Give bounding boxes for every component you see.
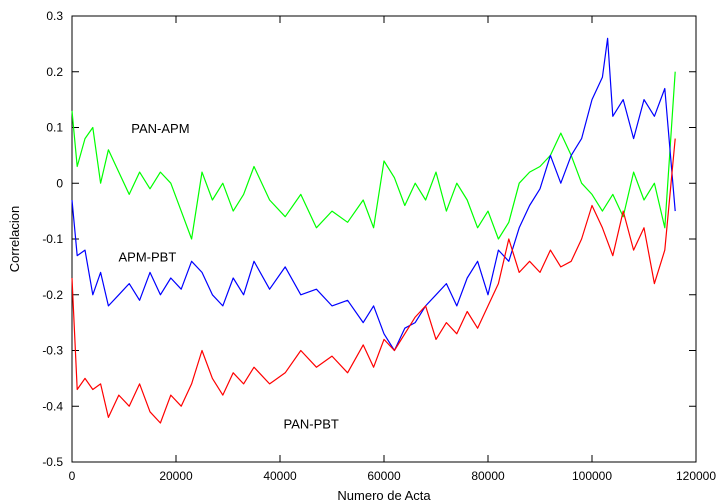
series-label: PAN-PBT (284, 417, 339, 432)
x-tick-label: 100000 (572, 469, 612, 483)
x-axis-label: Numero de Acta (337, 488, 431, 503)
y-tick-label: -0.4 (42, 399, 63, 413)
x-tick-label: 60000 (367, 469, 401, 483)
series-line-pan-pbt (71, 138, 676, 424)
x-tick-label: 40000 (263, 469, 297, 483)
y-tick-label: -0.2 (42, 288, 63, 302)
y-tick-label: 0.3 (46, 9, 63, 23)
y-tick-label: -0.3 (42, 344, 63, 358)
y-tick-label: 0.2 (46, 65, 63, 79)
y-tick-label: -0.1 (42, 232, 63, 246)
plot-frame (71, 15, 697, 463)
tick-labels: 0 20000 40000 60000 80000 100000 120000 -0.5 -0.… (42, 9, 716, 483)
series-label: PAN-APM (131, 121, 189, 136)
x-tick-label: 120000 (676, 469, 716, 483)
x-tick-label: 20000 (159, 469, 193, 483)
series-lines (71, 37, 676, 424)
ticks (71, 15, 697, 463)
series-label: APM-PBT (119, 249, 177, 264)
annotations: PAN-APM APM-PBT PAN-PBT (119, 121, 339, 431)
y-tick-label: 0.1 (46, 121, 63, 135)
series-line-pan-apm (71, 71, 676, 240)
series-line-apm-pbt (71, 37, 676, 352)
x-tick-label: 0 (69, 469, 76, 483)
y-tick-label: -0.5 (42, 455, 63, 469)
y-tick-label: 0 (56, 176, 63, 190)
y-axis-label: Correlacion (7, 206, 22, 272)
x-tick-label: 80000 (471, 469, 505, 483)
